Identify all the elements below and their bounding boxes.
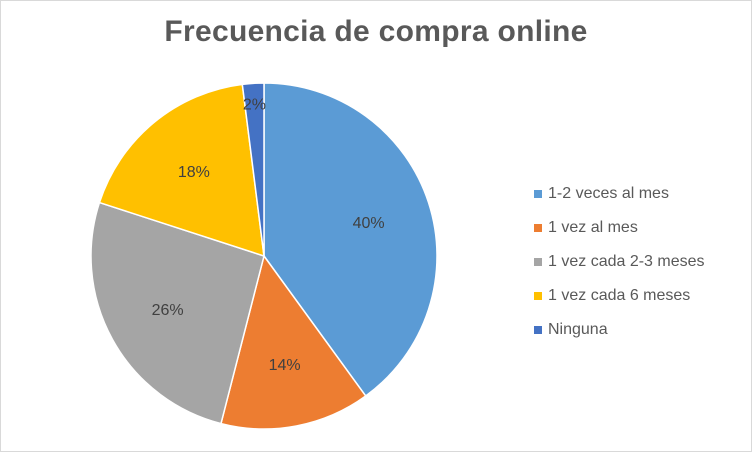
chart-legend: 1-2 veces al mes 1 vez al mes 1 vez cada 2…: [534, 177, 705, 347]
legend-item-1-vez-cada-2-3-meses: 1 vez cada 2-3 meses: [534, 245, 705, 279]
legend-item-1-vez-al-mes: 1 vez al mes: [534, 211, 705, 245]
pie-slice-1-vez-cada-2-3-meses: [90, 201, 265, 425]
legend-swatch-icon: [534, 224, 542, 232]
legend-label: 1 vez cada 6 meses: [548, 287, 691, 304]
data-label-1-2-veces-al-mes: 40%: [353, 215, 385, 232]
legend-swatch-icon: [534, 190, 542, 198]
legend-label: 1 vez cada 2-3 meses: [548, 253, 705, 270]
pie-slice-ninguna: [241, 82, 265, 257]
pie-slice-1-vez-al-mes: [220, 254, 367, 430]
chart-title: Frecuencia de compra online: [164, 15, 588, 48]
data-label-ninguna: 2%: [243, 96, 266, 113]
pie-slice-1-vez-cada-6-meses: [98, 83, 265, 258]
legend-item-1-2-veces-al-mes: 1-2 veces al mes: [534, 177, 705, 211]
data-label-1-vez-cada-2-3-meses: 26%: [152, 302, 184, 319]
pie-slice-1-2-veces-al-mes: [263, 82, 438, 398]
legend-item-1-vez-cada-6-meses: 1 vez cada 6 meses: [534, 279, 705, 313]
legend-label: 1-2 veces al mes: [548, 185, 669, 202]
legend-label: 1 vez al mes: [548, 219, 638, 236]
legend-item-ninguna: Ninguna: [534, 313, 705, 347]
legend-swatch-icon: [534, 258, 542, 266]
legend-label: Ninguna: [548, 321, 608, 338]
data-label-1-vez-al-mes: 14%: [269, 357, 301, 374]
legend-swatch-icon: [534, 292, 542, 300]
legend-swatch-icon: [534, 326, 542, 334]
data-label-1-vez-cada-6-meses: 18%: [178, 164, 210, 181]
